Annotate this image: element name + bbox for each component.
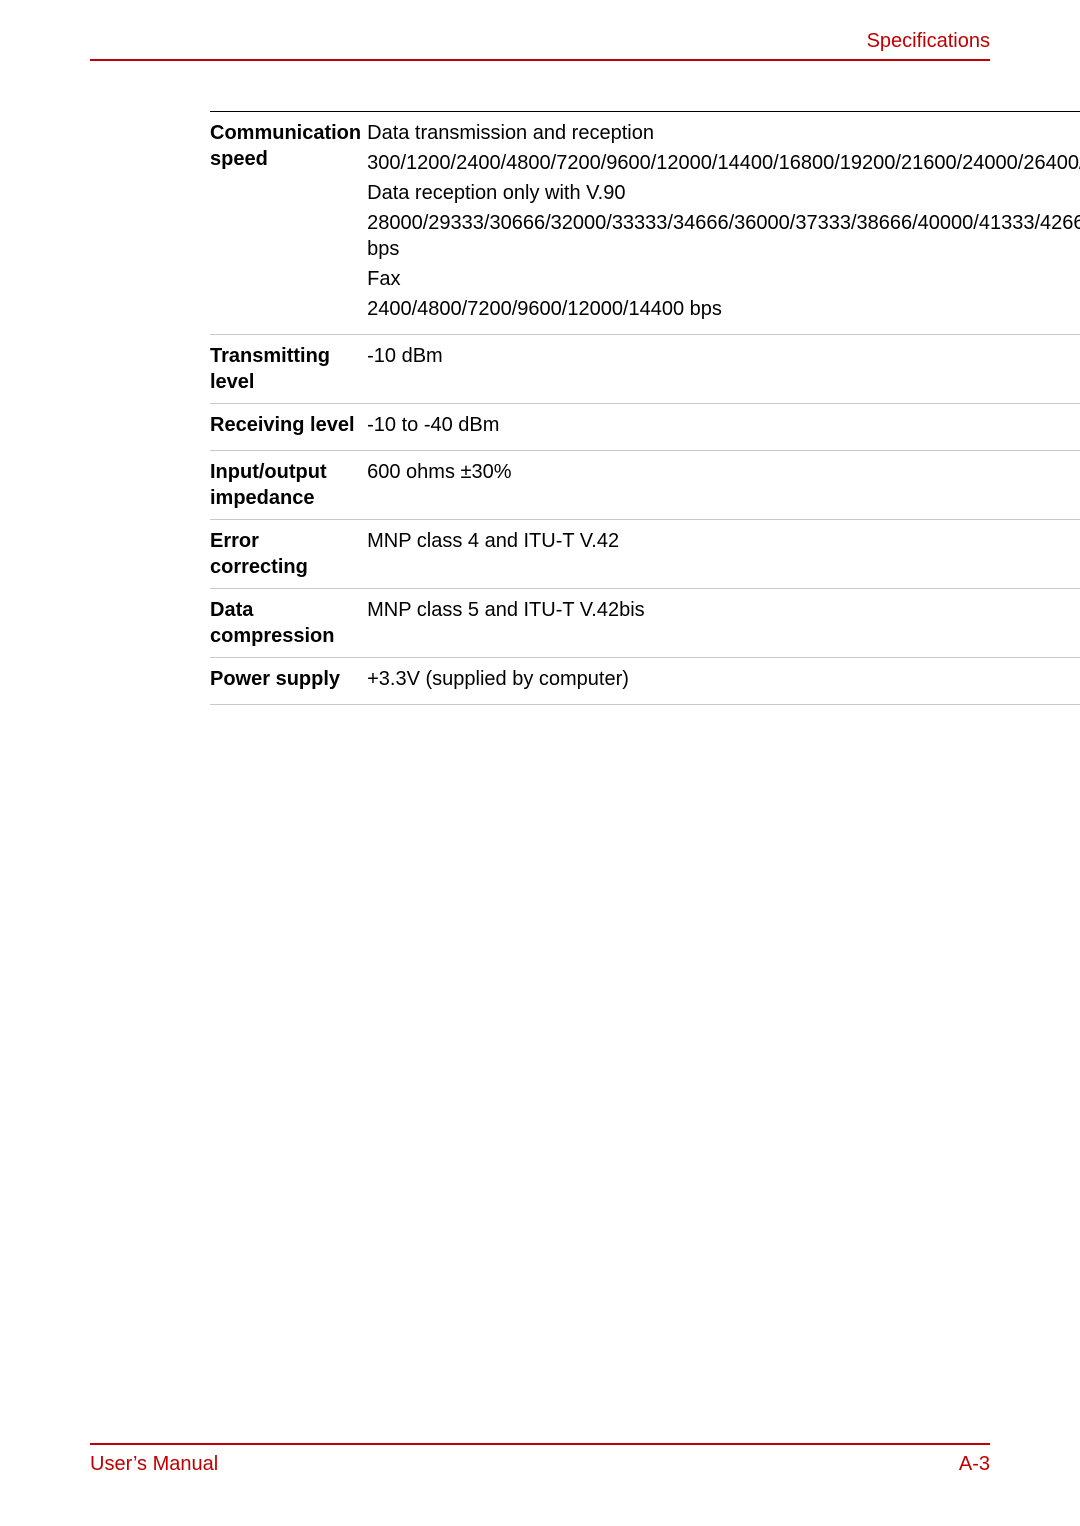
page-header: Specifications: [90, 30, 990, 61]
spec-paragraph: Fax: [367, 266, 1080, 292]
spec-label: Transmitting level: [210, 335, 367, 404]
specifications-table-body: Communication speed Data transmission an…: [210, 112, 1080, 705]
spec-label: Error correcting: [210, 520, 367, 589]
spec-label: Input/output impedance: [210, 451, 367, 520]
page: Specifications Communication speed Data …: [0, 0, 1080, 1526]
spec-paragraph: Data reception only with V.90: [367, 180, 1080, 206]
table-row: Data compression MNP class 5 and ITU-T V…: [210, 589, 1080, 658]
spec-label: Data compression: [210, 589, 367, 658]
specifications-table: Communication speed Data transmission an…: [210, 111, 1080, 705]
spec-value: -10 to -40 dBm: [367, 404, 1080, 451]
spec-value: MNP class 5 and ITU-T V.42bis: [367, 589, 1080, 658]
page-footer: User’s Manual A-3: [90, 1443, 990, 1476]
spec-paragraph: -10 to -40 dBm: [367, 412, 1080, 438]
spec-paragraph: 600 ohms ±30%: [367, 459, 1080, 485]
spec-paragraph: 2400/4800/7200/9600/12000/14400 bps: [367, 296, 1080, 322]
header-title: Specifications: [867, 30, 990, 52]
table-row: Communication speed Data transmission an…: [210, 112, 1080, 335]
table-row: Error correcting MNP class 4 and ITU-T V…: [210, 520, 1080, 589]
spec-paragraph: MNP class 4 and ITU-T V.42: [367, 528, 1080, 554]
spec-value: -10 dBm: [367, 335, 1080, 404]
footer-left: User’s Manual: [90, 1453, 218, 1476]
spec-paragraph: 300/1200/2400/4800/7200/9600/12000/14400…: [367, 150, 1080, 176]
spec-paragraph: Data transmission and reception: [367, 120, 1080, 146]
spec-paragraph: 28000/29333/30666/32000/33333/34666/3600…: [367, 210, 1080, 262]
spec-value: MNP class 4 and ITU-T V.42: [367, 520, 1080, 589]
spec-paragraph: +3.3V (supplied by computer): [367, 666, 1080, 692]
footer-right: A-3: [959, 1453, 990, 1476]
spec-label: Power supply: [210, 658, 367, 705]
spec-value: Data transmission and reception 300/1200…: [367, 112, 1080, 335]
table-row: Receiving level -10 to -40 dBm: [210, 404, 1080, 451]
table-row: Input/output impedance 600 ohms ±30%: [210, 451, 1080, 520]
spec-value: 600 ohms ±30%: [367, 451, 1080, 520]
spec-label: Communication speed: [210, 112, 367, 335]
table-row: Power supply +3.3V (supplied by computer…: [210, 658, 1080, 705]
spec-paragraph: -10 dBm: [367, 343, 1080, 369]
spec-label: Receiving level: [210, 404, 367, 451]
spec-value: +3.3V (supplied by computer): [367, 658, 1080, 705]
table-row: Transmitting level -10 dBm: [210, 335, 1080, 404]
spec-paragraph: MNP class 5 and ITU-T V.42bis: [367, 597, 1080, 623]
